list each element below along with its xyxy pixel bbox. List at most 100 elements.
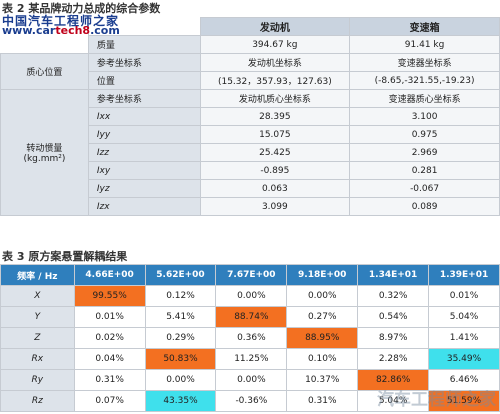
energy-cell-highlight: 82.86%	[357, 369, 430, 391]
energy-cell: 0.01%	[428, 285, 500, 307]
table-row: Ixy -0.895 0.281	[1, 161, 500, 180]
table-row: Z 0.02% 0.29% 0.36% 88.95% 8.97% 1.41%	[0, 327, 500, 349]
inertia-trans: 0.281	[349, 161, 500, 180]
inertia-label: Ixy	[87, 161, 201, 180]
table-row: 发动机 变速箱	[0, 17, 500, 54]
dof-label: Rz	[0, 390, 75, 412]
table-row: 转动惯量 (kg.mm²) 参考坐标系 发动机质心坐标系 变速器质心坐标系	[0, 89, 500, 216]
inertia-label: Izx	[87, 197, 201, 216]
energy-cell-highlight: 35.49%	[428, 348, 500, 370]
energy-cell: 0.00%	[286, 285, 359, 307]
energy-cell: -0.36%	[215, 390, 288, 412]
energy-cell: 10.37%	[286, 369, 359, 391]
inertia-trans: 3.100	[349, 107, 500, 126]
watermark-cn: 中国汽车工程师之家	[2, 14, 120, 28]
energy-cell-highlight: 88.74%	[215, 306, 288, 328]
watermark-url-accent: tech8	[55, 24, 91, 37]
energy-cell: 0.31%	[73, 369, 146, 391]
energy-cell-highlight: 99.55%	[73, 285, 146, 307]
cg-group-label: 质心位置	[0, 53, 89, 90]
energy-cell: 0.36%	[215, 327, 288, 349]
energy-cell: 0.00%	[215, 369, 288, 391]
table-header-row: 频率 / Hz 4.66E+00 5.62E+00 7.67E+00 9.18E…	[0, 264, 500, 286]
watermark-logo: 中国汽车工程师之家	[2, 10, 119, 29]
cg-ref-engine: 发动机坐标系	[199, 53, 351, 72]
table-row: 质心位置 参考坐标系 发动机坐标系 变速器坐标系	[0, 53, 500, 90]
inertia-trans: 0.089	[349, 197, 500, 216]
energy-cell: 0.54%	[357, 306, 430, 328]
table-row: 质量 394.67 kg 91.41 kg	[1, 35, 500, 54]
inertia-ref-engine: 发动机质心坐标系	[199, 89, 351, 108]
energy-cell: 0.04%	[73, 348, 146, 370]
powertrain-params-table: 发动机 变速箱 质量 394.67 kg 91.41 kg 质心位置 参考坐标系…	[0, 17, 500, 216]
freq-header: 7.67E+00	[215, 264, 288, 286]
table-row: Y 0.01% 5.41% 88.74% 0.27% 0.54% 5.04%	[0, 306, 500, 328]
energy-cell: 2.28%	[357, 348, 430, 370]
energy-cell-highlight: 43.35%	[144, 390, 217, 412]
energy-cell: 0.29%	[144, 327, 217, 349]
energy-cell: 11.25%	[215, 348, 288, 370]
energy-cell-highlight: 88.95%	[286, 327, 359, 349]
inertia-group-label: 转动惯量 (kg.mm²)	[0, 89, 89, 216]
table3-caption: 表 3 原方案悬置解耦结果	[2, 250, 128, 263]
table-row: Izx 3.099 0.089	[1, 197, 500, 216]
energy-cell: 5.04%	[428, 306, 500, 328]
engine-header: 发动机	[199, 17, 351, 36]
inertia-label: Izz	[87, 143, 201, 162]
cg-ref-trans: 变速器坐标系	[349, 53, 500, 72]
inertia-label: Iyy	[87, 125, 201, 144]
energy-cell: 0.00%	[144, 369, 217, 391]
energy-cell-highlight: 51.59%	[428, 390, 500, 412]
energy-cell-highlight: 50.83%	[144, 348, 217, 370]
inertia-trans: 0.975	[349, 125, 500, 144]
freq-corner-header: 频率 / Hz	[0, 264, 75, 286]
energy-cell: 0.12%	[144, 285, 217, 307]
inertia-engine: 25.425	[199, 143, 351, 162]
cg-ref-label: 参考坐标系	[87, 53, 201, 72]
freq-header: 1.39E+01	[428, 264, 500, 286]
cg-pos-label: 位置	[87, 71, 201, 90]
dof-label: Ry	[0, 369, 75, 391]
mass-trans: 91.41 kg	[349, 35, 500, 54]
mass-label: 质量	[87, 35, 201, 54]
inertia-engine: 15.075	[199, 125, 351, 144]
energy-cell: 0.00%	[215, 285, 288, 307]
inertia-ref-trans: 变速器质心坐标系	[349, 89, 500, 108]
energy-cell: 0.32%	[357, 285, 430, 307]
decoupling-results-table: 频率 / Hz 4.66E+00 5.62E+00 7.67E+00 9.18E…	[0, 264, 500, 412]
energy-cell: 5.41%	[144, 306, 217, 328]
energy-cell: 0.10%	[286, 348, 359, 370]
energy-cell: 0.02%	[73, 327, 146, 349]
inertia-label: Ixx	[87, 107, 201, 126]
inertia-trans: -0.067	[349, 179, 500, 198]
inertia-engine: 28.395	[199, 107, 351, 126]
inertia-engine: 3.099	[199, 197, 351, 216]
energy-cell: 0.07%	[73, 390, 146, 412]
table-row: X 99.55% 0.12% 0.00% 0.00% 0.32% 0.01%	[0, 285, 500, 307]
dof-label: X	[0, 285, 75, 307]
inertia-ref-label: 参考坐标系	[87, 89, 201, 108]
freq-header: 4.66E+00	[73, 264, 146, 286]
dof-label: Z	[0, 327, 75, 349]
trans-header: 变速箱	[349, 17, 500, 36]
table-row: Iyy 15.075 0.975	[1, 125, 500, 144]
energy-cell: 1.41%	[428, 327, 500, 349]
freq-header: 5.62E+00	[144, 264, 217, 286]
table-row: Izz 25.425 2.969	[1, 143, 500, 162]
energy-cell: 8.97%	[357, 327, 430, 349]
inertia-label: Iyz	[87, 179, 201, 198]
watermark-bottom: 汽车工程师之家	[377, 390, 496, 410]
table-row: Iyz 0.063 -0.067	[1, 179, 500, 198]
inertia-trans: 2.969	[349, 143, 500, 162]
mass-engine: 394.67 kg	[199, 35, 351, 54]
cg-pos-engine: (15.32，357.93，127.63)	[199, 71, 351, 90]
dof-label: Y	[0, 306, 75, 328]
corner-cell	[0, 17, 89, 54]
energy-cell: 0.31%	[286, 390, 359, 412]
cg-pos-trans: (-8.65,-321.55,-19.23)	[349, 71, 500, 90]
inertia-unit: (kg.mm²)	[23, 154, 66, 164]
inertia-engine: 0.063	[199, 179, 351, 198]
watermark-url-pre: www.car	[2, 24, 56, 37]
energy-cell: 0.27%	[286, 306, 359, 328]
inertia-engine: -0.895	[199, 161, 351, 180]
